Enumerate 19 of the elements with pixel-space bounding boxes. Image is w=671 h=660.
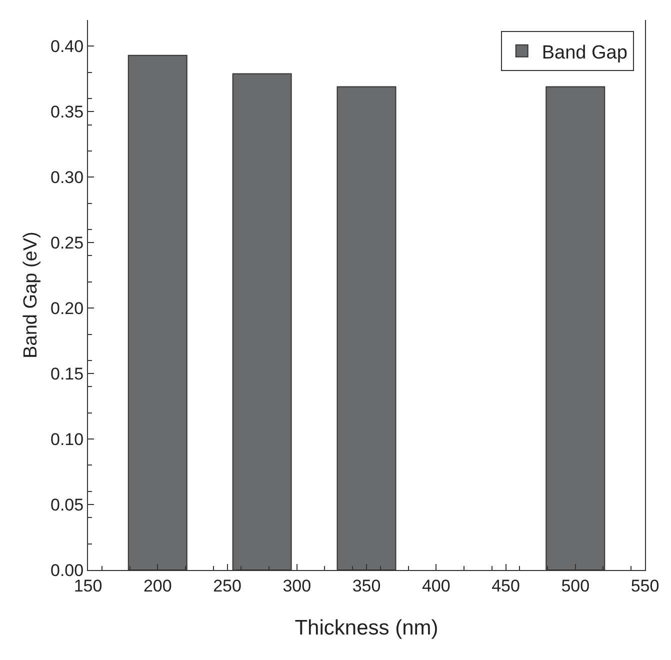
x-tick-label: 500 [561,576,590,596]
y-tick-label: 0.05 [50,495,84,514]
y-tick-label: 0.20 [50,299,84,318]
y-tick-label: 0.10 [50,430,84,449]
y-tick-label: 0.35 [50,102,84,122]
x-tick-label: 350 [352,576,381,596]
y-axis-title: Band Gap (eV) [20,232,42,358]
y-tick-label: 0.40 [50,37,84,56]
x-tick-label: 550 [630,576,660,596]
x-tick-label: 200 [143,576,172,596]
x-tick-label: 400 [422,576,450,596]
legend-label: Band Gap [542,42,628,64]
y-tick-label: 0.30 [50,168,84,188]
x-axis-title: Thickness (nm) [294,616,438,640]
y-tick-label: 0.15 [50,364,84,384]
x-tick-label: 300 [282,576,312,596]
x-tick-label: 250 [213,576,242,596]
y-tick-label: 0.25 [50,234,84,253]
x-tick-label: 450 [492,576,520,596]
